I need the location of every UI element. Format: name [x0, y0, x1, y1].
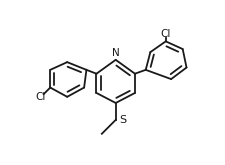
- Text: Cl: Cl: [161, 29, 171, 39]
- Text: S: S: [119, 115, 126, 125]
- Text: N: N: [112, 48, 119, 58]
- Text: Cl: Cl: [36, 92, 46, 102]
